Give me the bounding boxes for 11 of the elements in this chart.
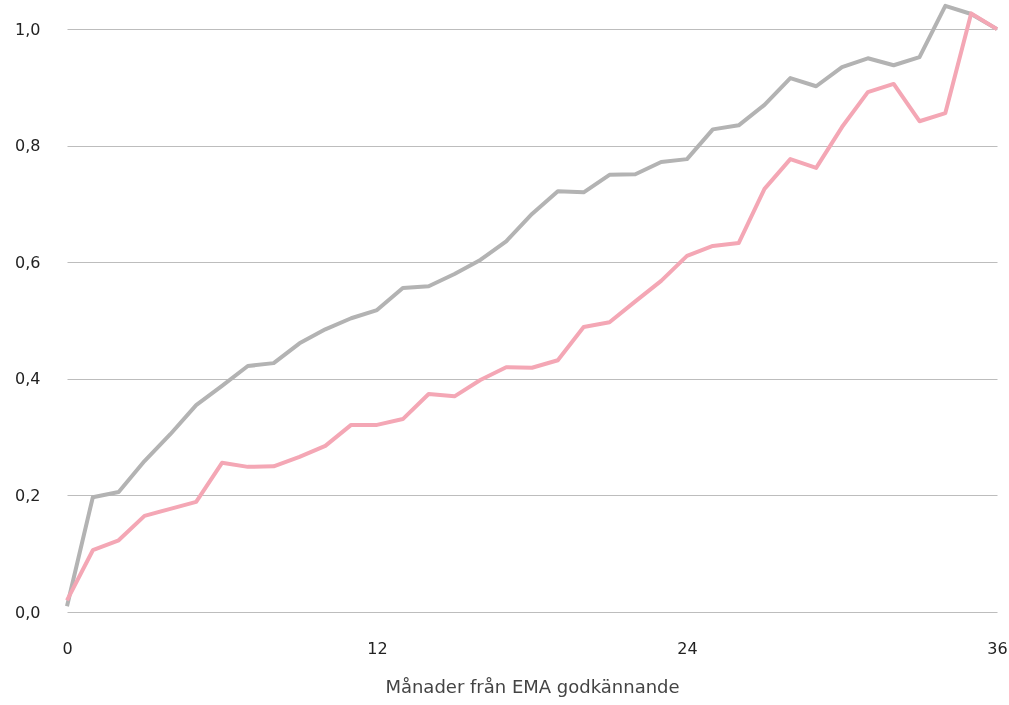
y-tick-label: 1,0 [15, 19, 41, 39]
y-tick-label: 0,2 [15, 485, 41, 505]
x-tick-label: 24 [677, 638, 698, 658]
x-tick-label: 36 [987, 638, 1008, 658]
x-tick-label: 0 [62, 638, 73, 658]
x-tick-label: 12 [367, 638, 388, 658]
x-axis-title: Månader från EMA godkännande [385, 675, 680, 697]
y-tick-label: 0,4 [15, 369, 41, 389]
y-tick-label: 0,6 [15, 252, 41, 272]
y-tick-label: 0,0 [15, 602, 41, 622]
y-tick-label: 0,8 [15, 136, 41, 156]
